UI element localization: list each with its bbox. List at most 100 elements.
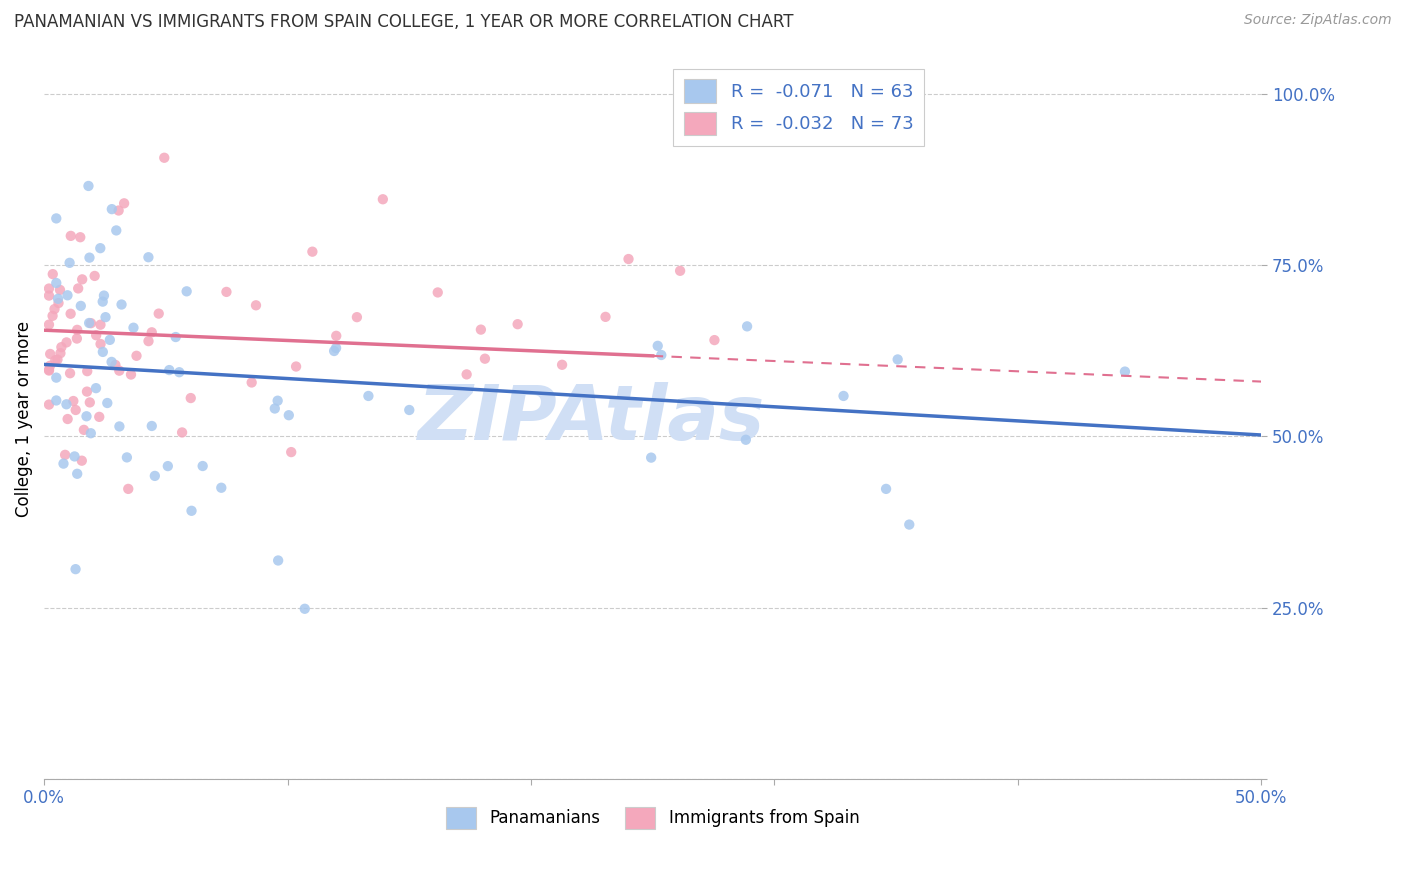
Point bbox=[91, 294, 114, 309]
Point bbox=[84, 328, 107, 343]
Text: Source: ZipAtlas.com: Source: ZipAtlas.com bbox=[1244, 13, 1392, 28]
Point bbox=[323, 343, 346, 358]
Point bbox=[277, 408, 299, 422]
Point bbox=[122, 320, 145, 334]
Point bbox=[38, 363, 60, 377]
Point bbox=[191, 458, 214, 473]
Point bbox=[669, 264, 692, 278]
Point bbox=[66, 332, 89, 346]
Point bbox=[647, 339, 669, 353]
Point bbox=[41, 309, 63, 323]
Point bbox=[66, 467, 89, 481]
Point bbox=[55, 335, 77, 350]
Point bbox=[120, 368, 142, 382]
Point bbox=[48, 296, 70, 310]
Point bbox=[294, 601, 316, 615]
Point bbox=[39, 359, 62, 373]
Point bbox=[94, 310, 117, 325]
Point bbox=[551, 358, 574, 372]
Point bbox=[886, 352, 908, 367]
Point bbox=[107, 203, 129, 218]
Point bbox=[108, 364, 131, 378]
Point bbox=[66, 323, 89, 337]
Point bbox=[1114, 365, 1136, 379]
Point bbox=[267, 553, 290, 567]
Point bbox=[69, 230, 91, 244]
Point bbox=[398, 403, 420, 417]
Point bbox=[69, 299, 91, 313]
Point bbox=[141, 419, 163, 434]
Point bbox=[45, 211, 67, 226]
Point bbox=[245, 298, 267, 312]
Point bbox=[105, 223, 128, 237]
Point bbox=[112, 196, 135, 211]
Point bbox=[125, 349, 148, 363]
Point bbox=[65, 403, 87, 417]
Point bbox=[65, 562, 87, 576]
Point bbox=[240, 376, 263, 390]
Point bbox=[325, 341, 347, 355]
Point bbox=[104, 358, 127, 372]
Point bbox=[640, 450, 662, 465]
Point bbox=[59, 307, 82, 321]
Point bbox=[371, 192, 394, 206]
Point bbox=[156, 459, 179, 474]
Point bbox=[734, 433, 756, 447]
Point bbox=[898, 517, 921, 532]
Point bbox=[875, 482, 897, 496]
Point bbox=[100, 355, 122, 369]
Point bbox=[101, 202, 124, 216]
Point bbox=[55, 397, 77, 411]
Point bbox=[209, 481, 232, 495]
Point bbox=[172, 425, 194, 440]
Point bbox=[301, 244, 323, 259]
Point bbox=[138, 250, 160, 264]
Point bbox=[115, 450, 138, 465]
Point bbox=[735, 319, 758, 334]
Point bbox=[38, 363, 60, 377]
Point bbox=[325, 328, 347, 343]
Point bbox=[595, 310, 617, 324]
Point bbox=[617, 252, 640, 266]
Point bbox=[506, 317, 529, 331]
Point bbox=[44, 302, 66, 317]
Point bbox=[148, 307, 170, 321]
Point bbox=[91, 345, 114, 359]
Point bbox=[59, 228, 82, 243]
Point bbox=[76, 364, 98, 378]
Point bbox=[53, 448, 76, 462]
Point bbox=[77, 316, 100, 330]
Point bbox=[63, 450, 86, 464]
Point bbox=[176, 285, 198, 299]
Point bbox=[46, 352, 69, 367]
Point bbox=[456, 368, 478, 382]
Point bbox=[357, 389, 380, 403]
Point bbox=[90, 337, 112, 351]
Point bbox=[70, 453, 93, 467]
Point bbox=[832, 389, 855, 403]
Point bbox=[80, 426, 103, 441]
Point bbox=[59, 366, 82, 380]
Point bbox=[56, 288, 79, 302]
Point bbox=[110, 297, 132, 311]
Point bbox=[70, 272, 93, 286]
Text: PANAMANIAN VS IMMIGRANTS FROM SPAIN COLLEGE, 1 YEAR OR MORE CORRELATION CHART: PANAMANIAN VS IMMIGRANTS FROM SPAIN COLL… bbox=[14, 13, 793, 31]
Point bbox=[38, 318, 60, 332]
Point bbox=[180, 391, 202, 405]
Point bbox=[93, 288, 115, 302]
Point bbox=[38, 398, 60, 412]
Point bbox=[56, 412, 79, 426]
Point bbox=[77, 178, 100, 193]
Point bbox=[89, 409, 111, 424]
Point bbox=[73, 423, 96, 437]
Point bbox=[51, 340, 73, 354]
Point bbox=[62, 394, 84, 409]
Point bbox=[45, 393, 67, 408]
Point bbox=[59, 256, 82, 270]
Point bbox=[153, 151, 176, 165]
Point bbox=[346, 310, 368, 325]
Point bbox=[141, 326, 163, 340]
Point bbox=[157, 363, 180, 377]
Point bbox=[263, 401, 285, 416]
Point bbox=[42, 267, 65, 281]
